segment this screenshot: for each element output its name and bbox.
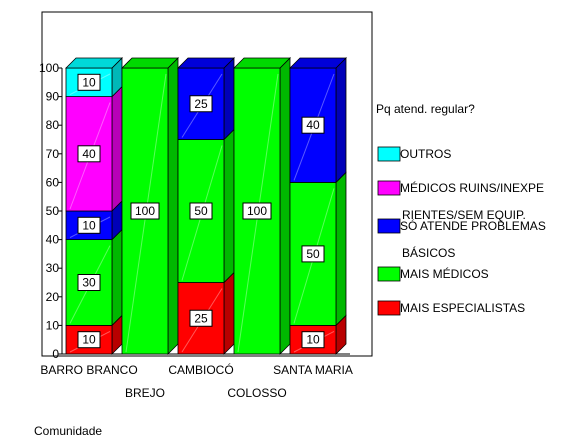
data-label: 100	[135, 204, 155, 218]
data-label: 100	[247, 204, 267, 218]
data-label: 50	[194, 204, 208, 218]
data-label-box	[130, 202, 160, 220]
y-tick-label: 100	[39, 61, 59, 75]
legend-label: OUTROS	[400, 147, 451, 161]
y-tick-label: 90	[46, 90, 60, 104]
data-label: 10	[306, 333, 320, 347]
legend-swatch	[377, 266, 401, 282]
data-label: 50	[306, 247, 320, 261]
data-label-box	[189, 309, 213, 327]
data-label-box	[242, 202, 272, 220]
y-tick-label: 20	[46, 290, 60, 304]
data-label-box	[301, 116, 325, 134]
legend-title: Pq atend. regular?	[376, 102, 475, 116]
data-label: 10	[82, 75, 96, 89]
legend-label: MAIS MÉDICOS	[400, 266, 489, 281]
legend-label: MAIS ESPECIALISTAS	[400, 301, 525, 315]
x-tick-label: COLOSSO	[227, 386, 286, 400]
data-label-box	[301, 331, 325, 349]
bar-top	[121, 57, 179, 69]
data-label: 10	[82, 218, 96, 232]
y-tick-label: 0	[52, 347, 59, 361]
bar-segment-side	[223, 271, 235, 355]
data-label-box	[301, 245, 325, 263]
legend-swatch	[377, 180, 401, 196]
x-tick-label: SANTA MARIA	[273, 363, 353, 377]
plot-frame	[41, 11, 373, 357]
data-label: 40	[306, 118, 320, 132]
bar-top	[177, 57, 235, 69]
bar-top	[65, 57, 123, 69]
data-label-box	[77, 73, 101, 91]
bar-top	[233, 57, 291, 69]
data-label: 10	[82, 333, 96, 347]
legend-label: MÉDICOS RUINS/INEXPE	[400, 180, 544, 195]
bar-segment-side	[223, 57, 235, 141]
legend-label: SÓ ATENDE PROBLEMAS	[400, 218, 546, 233]
bar-segment-side	[279, 57, 291, 355]
y-tick-label: 30	[46, 261, 60, 275]
data-label-box	[77, 216, 101, 234]
y-tick-label: 10	[46, 318, 60, 332]
bar-segment-side	[111, 85, 123, 212]
y-tick-label: 70	[46, 147, 60, 161]
y-tick-label: 50	[46, 204, 60, 218]
x-tick-label: CAMBIOCÓ	[168, 362, 233, 377]
data-label: 25	[194, 311, 208, 325]
bar-segment-side	[335, 57, 347, 184]
x-axis-title: Comunidade	[34, 424, 103, 438]
x-tick-label: BARRO BRANCO	[40, 363, 137, 377]
bar-segment-side	[223, 128, 235, 284]
data-label: 25	[194, 97, 208, 111]
data-label-box	[77, 274, 101, 291]
legend-swatch	[377, 218, 401, 234]
legend-label: RIENTES/SEM EQUIP.	[402, 208, 526, 222]
bar-segment-side	[111, 228, 123, 327]
data-label-box	[189, 95, 213, 113]
data-label-box	[77, 145, 101, 163]
bar-segment-side	[167, 57, 179, 355]
y-tick-label: 60	[46, 175, 60, 189]
x-tick-label: BREJO	[125, 386, 165, 400]
y-tick-label: 80	[46, 118, 60, 132]
bar-top	[289, 57, 347, 69]
y-tick-label: 40	[46, 233, 60, 247]
data-label: 40	[82, 147, 96, 161]
legend-swatch	[377, 146, 401, 162]
data-label-box	[189, 202, 213, 220]
legend-swatch	[377, 300, 401, 316]
bar-segment-side	[335, 171, 347, 327]
legend-label: BÁSICOS	[402, 245, 455, 260]
data-label: 30	[82, 276, 96, 290]
data-label-box	[77, 331, 101, 349]
